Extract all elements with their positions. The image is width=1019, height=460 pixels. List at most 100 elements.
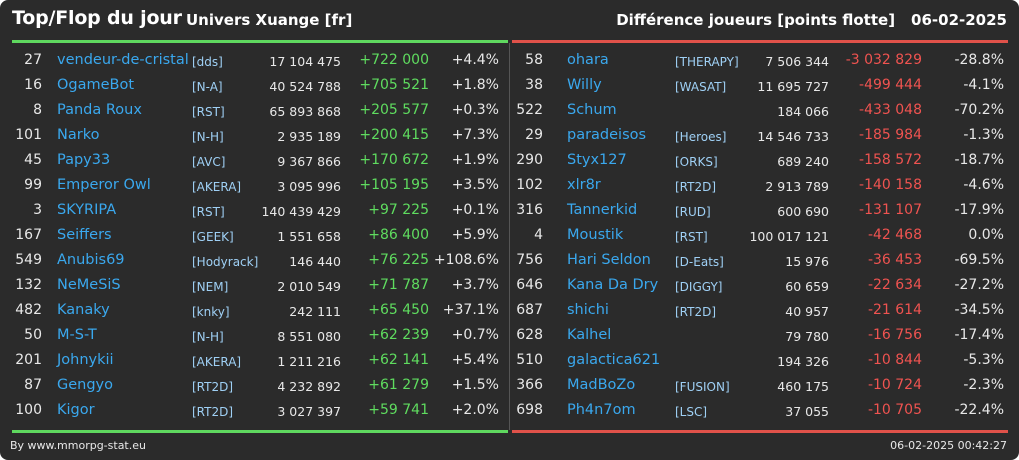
player-name-link[interactable]: Kalhel bbox=[567, 327, 612, 343]
player-name-link[interactable]: M-S-T bbox=[57, 327, 97, 343]
flop-table: 58 ohara [THERAPY] 7 506 344 -3 032 829 -28.8… bbox=[512, 47, 1008, 422]
percent-change: +0.1% bbox=[451, 202, 499, 218]
alliance-tag-link[interactable]: [NEM] bbox=[192, 280, 229, 294]
alliance-tag-link[interactable]: [N-A] bbox=[192, 80, 223, 94]
alliance-tag-link[interactable]: [FUSION] bbox=[675, 380, 730, 394]
player-rank: 3 bbox=[33, 202, 42, 218]
player-name-link[interactable]: Schum bbox=[567, 102, 617, 118]
alliance-tag-link[interactable]: [AVC] bbox=[192, 155, 226, 169]
header: Top/Flop du jour Univers Xuange [fr] Dif… bbox=[0, 0, 1019, 40]
player-name-link[interactable]: NeMeSiS bbox=[57, 277, 121, 293]
player-name-link[interactable]: Tannerkid bbox=[567, 202, 638, 218]
top-row: 27 vendeur-de-cristal [dds] 17 104 475 +722 … bbox=[12, 47, 508, 72]
player-name-link[interactable]: shichi bbox=[567, 302, 609, 318]
player-name-link[interactable]: Kigor bbox=[57, 402, 95, 418]
player-name-link[interactable]: SKYRIPA bbox=[57, 202, 117, 218]
alliance-tag-link[interactable]: [knky] bbox=[192, 305, 230, 319]
alliance-tag-link[interactable]: [N-H] bbox=[192, 130, 224, 144]
player-points: 1 551 658 bbox=[277, 229, 341, 244]
player-points: 14 546 733 bbox=[757, 129, 829, 144]
alliance-tag-link[interactable]: [LSC] bbox=[675, 405, 708, 419]
alliance-tag-link[interactable]: [RT2D] bbox=[192, 405, 234, 419]
points-difference: -3 032 829 bbox=[845, 52, 922, 68]
points-difference: +61 279 bbox=[368, 377, 429, 393]
date-label: 06-02-2025 bbox=[911, 11, 1007, 29]
flop-row: 698 Ph4n7om [LSC] 37 055 -10 705 -22.4% bbox=[512, 397, 1008, 422]
player-points: 60 659 bbox=[785, 279, 829, 294]
alliance-tag-link[interactable]: [RST] bbox=[192, 205, 225, 219]
alliance-tag-link[interactable]: [RT2D] bbox=[675, 180, 717, 194]
alliance-tag-link[interactable]: [RT2D] bbox=[192, 380, 234, 394]
percent-change: +1.8% bbox=[451, 77, 499, 93]
player-rank: 167 bbox=[15, 227, 42, 243]
player-name-link[interactable]: paradeisos bbox=[567, 127, 647, 143]
player-points: 17 104 475 bbox=[269, 54, 341, 69]
player-rank: 698 bbox=[516, 402, 543, 418]
player-name-link[interactable]: Papy33 bbox=[57, 152, 111, 168]
alliance-tag-link[interactable]: [dds] bbox=[192, 55, 223, 69]
player-name-link[interactable]: Willy bbox=[567, 77, 602, 93]
flop-row: 510 galactica621 194 326 -10 844 -5.3% bbox=[512, 347, 1008, 372]
player-name-link[interactable]: xlr8r bbox=[567, 177, 601, 193]
player-name-link[interactable]: ohara bbox=[567, 52, 609, 68]
player-name-link[interactable]: Styx127 bbox=[567, 152, 627, 168]
player-rank: 201 bbox=[15, 352, 42, 368]
player-name-link[interactable]: Kanaky bbox=[57, 302, 110, 318]
player-name-link[interactable]: Kana Da Dry bbox=[567, 277, 659, 293]
alliance-tag-link[interactable]: [RST] bbox=[675, 230, 708, 244]
alliance-tag-link[interactable]: [D-Eats] bbox=[675, 255, 724, 269]
points-difference: -10 844 bbox=[867, 352, 922, 368]
points-difference: +59 741 bbox=[368, 402, 429, 418]
player-name-link[interactable]: Gengyo bbox=[57, 377, 114, 393]
player-rank: 101 bbox=[15, 127, 42, 143]
player-name-link[interactable]: Moustik bbox=[567, 227, 624, 243]
alliance-tag-link[interactable]: [N-H] bbox=[192, 330, 224, 344]
universe-label: Univers Xuange [fr] bbox=[186, 11, 353, 29]
alliance-tag-link[interactable]: [RST] bbox=[192, 105, 225, 119]
alliance-tag-link[interactable]: [WASAT] bbox=[675, 80, 727, 94]
alliance-tag-link[interactable]: [RT2D] bbox=[675, 305, 717, 319]
player-rank: 366 bbox=[516, 377, 543, 393]
alliance-tag-link[interactable]: [Heroes] bbox=[675, 130, 727, 144]
percent-change: +37.1% bbox=[442, 302, 499, 318]
player-name-link[interactable]: OgameBot bbox=[57, 77, 135, 93]
player-name-link[interactable]: Ph4n7om bbox=[567, 402, 636, 418]
flop-row: 58 ohara [THERAPY] 7 506 344 -3 032 829 -28.8… bbox=[512, 47, 1008, 72]
points-difference: +722 000 bbox=[359, 52, 429, 68]
player-name-link[interactable]: Johnykii bbox=[57, 352, 114, 368]
footer-timestamp: 06-02-2025 00:42:27 bbox=[890, 439, 1007, 452]
top-row: 132 NeMeSiS [NEM] 2 010 549 +71 787 +3.7% bbox=[12, 272, 508, 297]
player-points: 79 780 bbox=[785, 329, 829, 344]
alliance-tag-link[interactable]: [GEEK] bbox=[192, 230, 234, 244]
top-accent-bar bbox=[12, 40, 508, 43]
alliance-tag-link[interactable]: [ORKS] bbox=[675, 155, 718, 169]
points-difference: +705 521 bbox=[359, 77, 429, 93]
player-name-link[interactable]: Narko bbox=[57, 127, 100, 143]
player-points: 1 211 216 bbox=[277, 354, 341, 369]
alliance-tag-link[interactable]: [RUD] bbox=[675, 205, 711, 219]
alliance-tag-link[interactable]: [THERAPY] bbox=[675, 55, 739, 69]
player-rank: 4 bbox=[534, 227, 543, 243]
player-name-link[interactable]: MadBoZo bbox=[567, 377, 636, 393]
player-name-link[interactable]: Seiffers bbox=[57, 227, 112, 243]
flop-row: 687 shichi [RT2D] 40 957 -21 614 -34.5% bbox=[512, 297, 1008, 322]
player-points: 9 367 866 bbox=[277, 154, 341, 169]
player-name-link[interactable]: Panda Roux bbox=[57, 102, 142, 118]
alliance-tag-link[interactable]: [AKERA] bbox=[192, 355, 242, 369]
player-name-link[interactable]: Hari Seldon bbox=[567, 252, 651, 268]
top-accent-bar-bottom bbox=[12, 430, 508, 433]
player-name-link[interactable]: galactica621 bbox=[567, 352, 661, 368]
points-difference: -185 984 bbox=[859, 127, 922, 143]
player-name-link[interactable]: vendeur-de-cristal bbox=[57, 52, 189, 68]
points-difference: +62 141 bbox=[368, 352, 429, 368]
points-difference: -433 048 bbox=[859, 102, 922, 118]
alliance-tag-link[interactable]: [AKERA] bbox=[192, 180, 242, 194]
player-rank: 27 bbox=[24, 52, 42, 68]
alliance-tag-link[interactable]: [DIGGY] bbox=[675, 280, 723, 294]
flop-row: 756 Hari Seldon [D-Eats] 15 976 -36 453 -69.5… bbox=[512, 247, 1008, 272]
player-name-link[interactable]: Anubis69 bbox=[57, 252, 125, 268]
player-name-link[interactable]: Emperor Owl bbox=[57, 177, 151, 193]
flop-row: 366 MadBoZo [FUSION] 460 175 -10 724 -2.3% bbox=[512, 372, 1008, 397]
percent-change: -27.2% bbox=[954, 277, 1004, 293]
alliance-tag-link[interactable]: [Hodyrack] bbox=[192, 255, 259, 269]
